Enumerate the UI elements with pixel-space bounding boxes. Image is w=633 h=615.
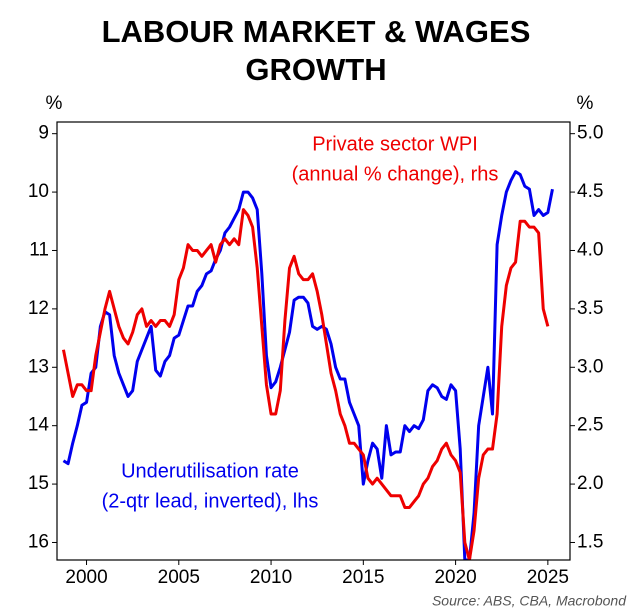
x-tick-label: 2010 [250, 567, 292, 588]
y-tick-label: 14 [28, 415, 50, 436]
x-tick-label: 2015 [342, 567, 384, 588]
series-annotation: (2-qtr lead, inverted), lhs [102, 490, 319, 512]
y-tick-label: 12 [28, 298, 49, 319]
source: Source: ABS, CBA, Macrobond [432, 593, 627, 609]
x-tick-label: 2000 [65, 567, 107, 588]
y-tick-label: 10 [28, 181, 49, 202]
y2-tick-label: 2.5 [577, 415, 603, 436]
series-line [61, 208, 550, 560]
y2-tick-label: 4.0 [577, 239, 603, 260]
y2-tick-label: 3.5 [577, 298, 603, 319]
y-tick-label: 13 [28, 356, 49, 377]
y2-tick-label: 4.5 [577, 181, 603, 202]
y-axis-label: % [46, 93, 63, 114]
y-tick-label: 15 [28, 473, 49, 494]
x-tick-label: 2005 [158, 567, 200, 588]
y2-tick-label: 1.5 [577, 531, 603, 552]
x-tick-label: 2025 [527, 567, 569, 588]
y2-tick-label: 2.0 [577, 473, 603, 494]
series-annotation: Underutilisation rate [121, 460, 299, 482]
y-tick-label: 11 [29, 239, 49, 260]
chart-title: LABOUR MARKET & WAGES [102, 14, 531, 49]
series-annotation: Private sector WPI [312, 133, 478, 155]
y2-axis-label: % [577, 93, 594, 114]
y-tick-label: 9 [38, 123, 49, 144]
chart-title: GROWTH [245, 52, 386, 87]
plot-frame [56, 121, 571, 561]
y2-tick-label: 3.0 [577, 356, 603, 377]
y-tick-label: 16 [28, 531, 49, 552]
y2-tick-label: 5.0 [577, 123, 603, 144]
series-annotation: (annual % change), rhs [292, 163, 499, 185]
x-tick-label: 2020 [434, 567, 476, 588]
plot-lines [61, 170, 554, 560]
